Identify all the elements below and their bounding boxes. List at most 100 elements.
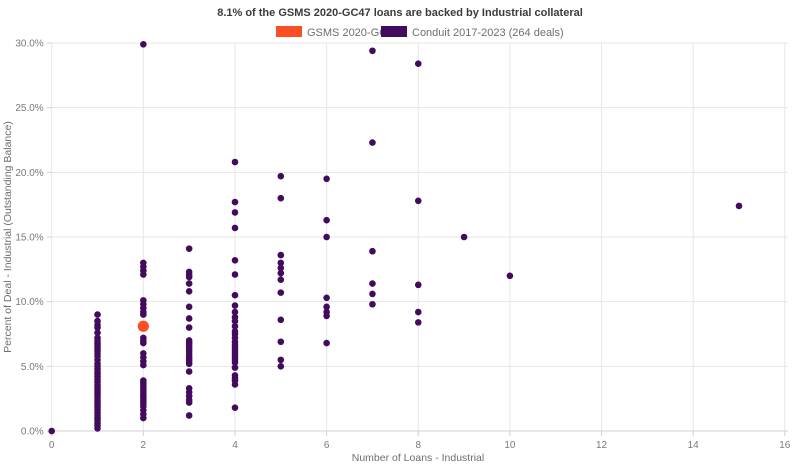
conduit-data-point [369, 300, 376, 308]
conduit-data-point [414, 281, 422, 289]
conduit-data-point [231, 302, 239, 309]
conduit-data-point [277, 276, 285, 283]
conduit-data-point [277, 316, 285, 324]
conduit-data-point [94, 329, 101, 337]
conduit-data-point [140, 41, 147, 48]
conduit-data-point [140, 361, 147, 369]
conduit-data-point [369, 290, 376, 298]
y-tick-label: 15.0% [15, 233, 43, 244]
conduit-data-point [185, 273, 193, 281]
conduit-data-point [277, 251, 285, 259]
conduit-data-point [414, 197, 422, 205]
data-points-layer [48, 41, 743, 435]
conduit-data-point [231, 271, 239, 278]
conduit-data-point [231, 381, 239, 388]
conduit-data-point [140, 414, 147, 422]
x-tick-label: 14 [688, 440, 700, 451]
chart-legend: GSMS 2020-GC47 Conduit 2017-2023 (264 de… [276, 26, 564, 39]
conduit-data-point [323, 233, 330, 241]
conduit-data-point [231, 224, 239, 232]
y-tick-label: 25.0% [15, 103, 43, 114]
conduit-data-point [277, 194, 285, 202]
legend-label-conduit: Conduit 2017-2023 (264 deals) [412, 27, 564, 39]
conduit-data-point [185, 324, 193, 331]
x-tick-label: 0 [49, 440, 55, 451]
conduit-data-point [140, 311, 147, 318]
conduit-data-point [48, 427, 55, 435]
x-tick-label: 2 [141, 440, 147, 451]
conduit-data-point [231, 158, 239, 166]
conduit-data-point [231, 322, 239, 330]
conduit-data-point [323, 294, 330, 302]
conduit-data-point [323, 339, 330, 347]
conduit-data-point [94, 324, 101, 331]
conduit-data-point [94, 311, 101, 318]
conduit-data-point [185, 412, 193, 419]
x-tick-label: 6 [324, 440, 330, 451]
conduit-data-point [185, 288, 193, 295]
y-tick-label: 20.0% [15, 168, 43, 179]
conduit-data-point [185, 360, 193, 368]
x-tick-label: 10 [504, 440, 516, 451]
gsms-data-point [137, 320, 149, 332]
conduit-data-point [414, 308, 422, 316]
y-tick-label: 30.0% [15, 39, 43, 50]
conduit-data-point [369, 280, 376, 287]
conduit-data-point [460, 233, 468, 241]
conduit-data-point [277, 269, 285, 277]
x-tick-label: 12 [596, 440, 608, 451]
conduit-data-point [277, 259, 285, 267]
conduit-data-point [414, 60, 422, 68]
x-tick-label: 16 [779, 440, 791, 451]
conduit-data-point [140, 339, 147, 347]
y-tick-label: 5.0% [21, 362, 44, 373]
chart-title: 8.1% of the GSMS 2020-GC47 loans are bac… [217, 7, 583, 19]
legend-swatch-gsms [276, 26, 302, 37]
conduit-data-point [231, 308, 239, 316]
conduit-data-point [185, 399, 193, 406]
conduit-data-point [735, 202, 743, 210]
conduit-data-point [231, 404, 239, 412]
conduit-data-point [323, 303, 330, 311]
conduit-data-point [277, 356, 285, 364]
conduit-data-point [94, 425, 101, 432]
legend-swatch-conduit [381, 26, 407, 37]
legend-label-gsms: GSMS 2020-GC47 [307, 27, 399, 39]
conduit-data-point [231, 364, 239, 371]
conduit-data-point [323, 312, 330, 320]
conduit-data-point [323, 175, 330, 183]
conduit-data-point [277, 264, 285, 272]
conduit-data-point [140, 271, 147, 278]
y-tick-label: 0.0% [21, 427, 44, 438]
conduit-data-point [185, 368, 193, 375]
conduit-data-point [277, 172, 285, 180]
x-tick-label: 8 [415, 440, 421, 451]
conduit-data-point [369, 139, 376, 146]
conduit-data-point [231, 291, 239, 299]
x-axis-title: Number of Loans - Industrial [352, 452, 484, 464]
y-axis-title: Percent of Deal - Industrial (Outstandin… [2, 121, 14, 353]
conduit-data-point [369, 47, 376, 55]
conduit-data-point [277, 338, 285, 346]
conduit-data-point [277, 363, 285, 370]
conduit-data-point [369, 247, 376, 255]
conduit-data-point [231, 256, 239, 264]
conduit-data-point [231, 209, 239, 216]
y-tick-label: 10.0% [15, 297, 43, 308]
conduit-data-point [277, 289, 285, 296]
conduit-data-point [323, 216, 330, 224]
conduit-data-point [185, 245, 193, 252]
conduit-data-point [185, 315, 193, 322]
conduit-data-point [231, 317, 239, 325]
conduit-data-point [231, 198, 239, 206]
axes-layer [46, 42, 788, 436]
tick-labels-layer: 0.0% 5.0% 10.0% 15.0% 20.0% 25.0% 30.0% 0 2 4 6 8 10… [15, 39, 790, 451]
x-tick-label: 4 [232, 440, 238, 451]
conduit-data-point [506, 272, 514, 280]
conduit-data-point [185, 303, 193, 311]
conduit-data-point [231, 359, 239, 366]
gridlines-layer [51, 42, 788, 432]
conduit-data-point [414, 319, 422, 326]
